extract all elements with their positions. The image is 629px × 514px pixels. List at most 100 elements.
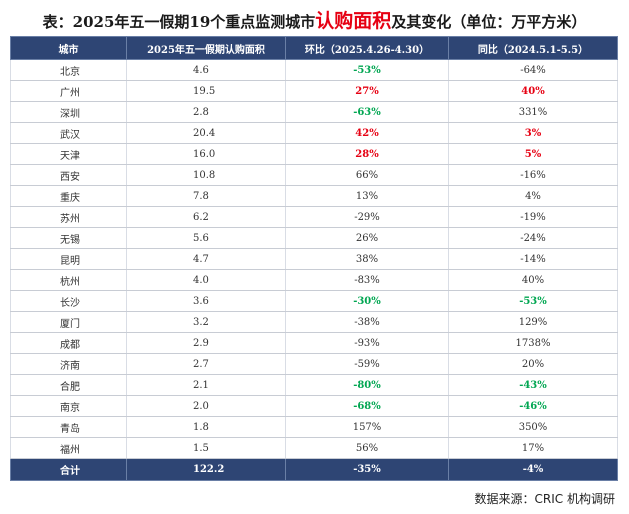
- table-row: 武汉 20.4 42% 3%: [10, 122, 618, 144]
- cell-city: 青岛: [10, 416, 127, 438]
- cell-mom: -38%: [285, 311, 449, 333]
- cell-area: 5.6: [126, 227, 286, 249]
- cell-area: 2.7: [126, 353, 286, 375]
- table-row: 广州 19.5 27% 40%: [10, 80, 618, 102]
- cell-city: 长沙: [10, 290, 127, 312]
- cell-mom: 13%: [285, 185, 449, 207]
- cell-yoy: 3%: [448, 122, 618, 144]
- table-row: 重庆 7.8 13% 4%: [10, 185, 618, 207]
- table-row: 苏州 6.2 -29% -19%: [10, 206, 618, 228]
- table-body: 北京 4.6 -53% -64% 广州 19.5 27% 40% 深圳 2.8 -63% 331% 武汉…: [10, 59, 618, 459]
- cell-area: 2.8: [126, 101, 286, 123]
- table-row: 济南 2.7 -59% 20%: [10, 353, 618, 375]
- cell-area: 2.0: [126, 395, 286, 417]
- cell-mom: 66%: [285, 164, 449, 186]
- cell-mom: 56%: [285, 437, 449, 459]
- total-yoy: -4%: [448, 458, 618, 481]
- cell-yoy: 40%: [448, 80, 618, 102]
- cell-city: 西安: [10, 164, 127, 186]
- cell-area: 1.8: [126, 416, 286, 438]
- table-row: 北京 4.6 -53% -64%: [10, 59, 618, 81]
- title-suffix: 及其变化（单位：万平方米）: [391, 13, 587, 31]
- cell-mom: -80%: [285, 374, 449, 396]
- cell-mom: -68%: [285, 395, 449, 417]
- cell-city: 苏州: [10, 206, 127, 228]
- cell-city: 福州: [10, 437, 127, 459]
- cell-mom: 157%: [285, 416, 449, 438]
- cell-mom: -63%: [285, 101, 449, 123]
- cell-area: 10.8: [126, 164, 286, 186]
- cell-yoy: 20%: [448, 353, 618, 375]
- table-row: 成都 2.9 -93% 1738%: [10, 332, 618, 354]
- cell-city: 成都: [10, 332, 127, 354]
- cell-yoy: 331%: [448, 101, 618, 123]
- table-row: 福州 1.5 56% 17%: [10, 437, 618, 459]
- table-row: 长沙 3.6 -30% -53%: [10, 290, 618, 312]
- cell-area: 7.8: [126, 185, 286, 207]
- total-label: 合计: [10, 458, 127, 481]
- table-row: 无锡 5.6 26% -24%: [10, 227, 618, 249]
- cell-yoy: -43%: [448, 374, 618, 396]
- cell-mom: -93%: [285, 332, 449, 354]
- table-row: 青岛 1.8 157% 350%: [10, 416, 618, 438]
- cell-mom: -29%: [285, 206, 449, 228]
- cell-area: 4.0: [126, 269, 286, 291]
- table-row: 合肥 2.1 -80% -43%: [10, 374, 618, 396]
- cell-yoy: 4%: [448, 185, 618, 207]
- cell-city: 北京: [10, 59, 127, 81]
- cell-mom: -30%: [285, 290, 449, 312]
- total-row: 合计 122.2 -35% -4%: [10, 458, 618, 481]
- table-row: 南京 2.0 -68% -46%: [10, 395, 618, 417]
- total-area: 122.2: [126, 458, 286, 481]
- cell-yoy: -53%: [448, 290, 618, 312]
- column-header-mom: 环比（2025.4.26-4.30）: [285, 36, 449, 60]
- table-row: 厦门 3.2 -38% 129%: [10, 311, 618, 333]
- cell-yoy: 40%: [448, 269, 618, 291]
- cell-city: 合肥: [10, 374, 127, 396]
- table-row: 深圳 2.8 -63% 331%: [10, 101, 618, 123]
- cell-city: 武汉: [10, 122, 127, 144]
- cell-city: 无锡: [10, 227, 127, 249]
- cell-mom: 42%: [285, 122, 449, 144]
- cell-area: 6.2: [126, 206, 286, 228]
- total-mom: -35%: [285, 458, 449, 481]
- cell-area: 1.5: [126, 437, 286, 459]
- cell-area: 2.9: [126, 332, 286, 354]
- cell-yoy: -19%: [448, 206, 618, 228]
- cell-yoy: -46%: [448, 395, 618, 417]
- cell-city: 南京: [10, 395, 127, 417]
- cell-city: 广州: [10, 80, 127, 102]
- table-row: 杭州 4.0 -83% 40%: [10, 269, 618, 291]
- table-row: 天津 16.0 28% 5%: [10, 143, 618, 165]
- cell-mom: -53%: [285, 59, 449, 81]
- cell-yoy: -14%: [448, 248, 618, 270]
- cell-area: 2.1: [126, 374, 286, 396]
- table-row: 昆明 4.7 38% -14%: [10, 248, 618, 270]
- header-row: 城市 2025年五一假期认购面积 环比（2025.4.26-4.30） 同比（2…: [10, 36, 618, 60]
- data-source: 数据来源：CRIC 机构调研: [474, 492, 615, 506]
- cell-yoy: -64%: [448, 59, 618, 81]
- cell-city: 杭州: [10, 269, 127, 291]
- title-prefix: 表：2025年五一假期19个重点监测城市: [42, 13, 316, 31]
- cell-area: 19.5: [126, 80, 286, 102]
- cell-city: 深圳: [10, 101, 127, 123]
- cell-mom: -83%: [285, 269, 449, 291]
- cell-yoy: 17%: [448, 437, 618, 459]
- cell-area: 3.6: [126, 290, 286, 312]
- cell-mom: 26%: [285, 227, 449, 249]
- cell-area: 3.2: [126, 311, 286, 333]
- cell-mom: 38%: [285, 248, 449, 270]
- cell-mom: -59%: [285, 353, 449, 375]
- cell-yoy: -24%: [448, 227, 618, 249]
- cell-area: 20.4: [126, 122, 286, 144]
- cell-area: 4.7: [126, 248, 286, 270]
- cell-city: 昆明: [10, 248, 127, 270]
- cell-area: 16.0: [126, 143, 286, 165]
- table-row: 西安 10.8 66% -16%: [10, 164, 618, 186]
- cell-mom: 28%: [285, 143, 449, 165]
- cell-yoy: 5%: [448, 143, 618, 165]
- cell-area: 4.6: [126, 59, 286, 81]
- cell-yoy: 129%: [448, 311, 618, 333]
- cell-city: 重庆: [10, 185, 127, 207]
- cell-yoy: -16%: [448, 164, 618, 186]
